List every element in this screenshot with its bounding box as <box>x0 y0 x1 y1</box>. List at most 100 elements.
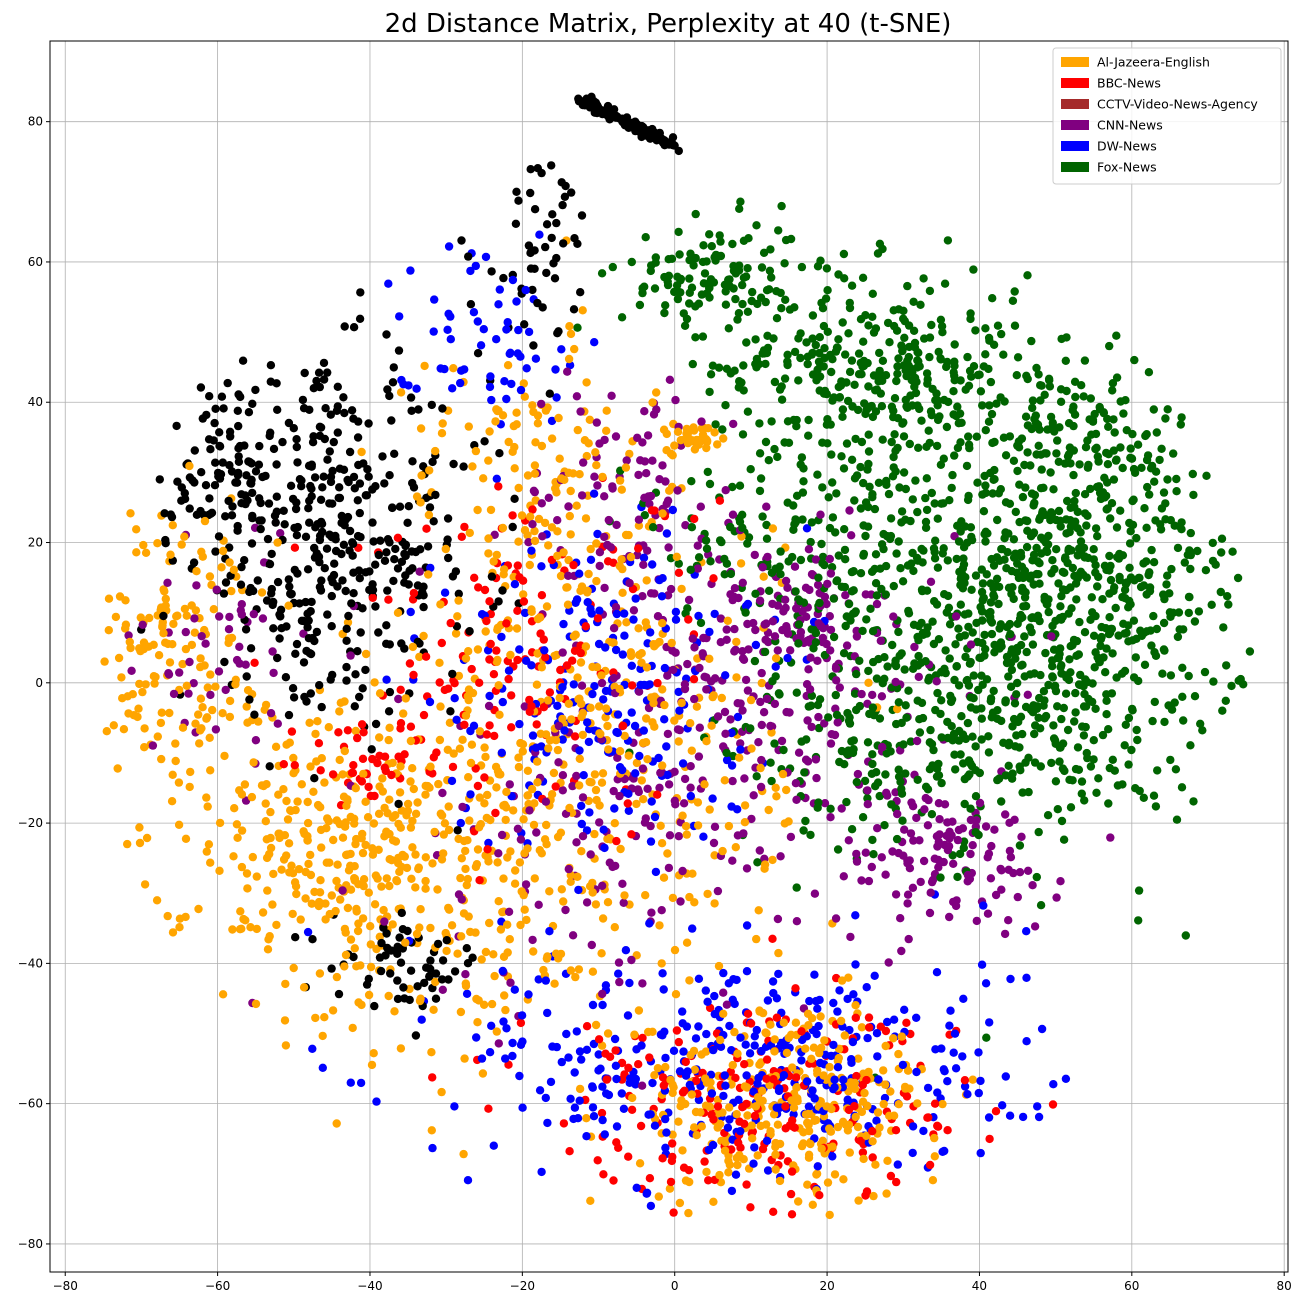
scatter-point <box>145 613 154 623</box>
scatter-point <box>1014 717 1023 727</box>
scatter-point <box>797 1027 806 1036</box>
scatter-point <box>797 453 807 462</box>
scatter-point <box>1073 551 1083 560</box>
scatter-point <box>352 962 361 971</box>
scatter-point <box>773 914 783 924</box>
scatter-point <box>899 306 908 315</box>
scatter-point <box>930 1152 939 1161</box>
scatter-point <box>833 1063 843 1072</box>
scatter-point <box>316 876 325 885</box>
scatter-point <box>526 512 535 521</box>
scatter-point <box>280 1016 290 1025</box>
scatter-point <box>889 321 899 331</box>
scatter-point <box>971 742 980 751</box>
scatter-point <box>114 653 124 663</box>
scatter-point <box>570 1068 579 1077</box>
scatter-point <box>271 742 281 751</box>
scatter-point <box>867 769 877 778</box>
scatter-point <box>1188 469 1198 479</box>
scatter-point <box>832 710 842 720</box>
scatter-point <box>1216 587 1226 597</box>
scatter-point <box>777 304 786 313</box>
scatter-point <box>434 779 443 789</box>
scatter-point <box>165 708 174 718</box>
scatter-point <box>1129 464 1139 474</box>
scatter-point <box>723 1123 733 1132</box>
scatter-point <box>772 994 782 1003</box>
scatter-point <box>933 688 942 698</box>
scatter-point <box>841 621 850 631</box>
scatter-point <box>772 314 782 323</box>
scatter-point <box>904 686 913 695</box>
scatter-point <box>449 364 458 373</box>
scatter-point <box>704 1145 714 1155</box>
scatter-point <box>886 1171 896 1181</box>
scatter-point <box>536 629 545 638</box>
scatter-point <box>1160 717 1169 727</box>
scatter-point <box>652 640 661 649</box>
scatter-point <box>702 443 711 453</box>
scatter-point <box>661 1062 670 1072</box>
scatter-point <box>634 1006 644 1015</box>
scatter-point <box>157 708 166 717</box>
scatter-point <box>400 578 409 587</box>
scatter-point <box>986 874 996 883</box>
scatter-point <box>503 361 513 370</box>
scatter-point <box>1052 449 1061 458</box>
scatter-point <box>234 390 243 399</box>
scatter-point <box>297 482 306 491</box>
scatter-point <box>762 1074 771 1084</box>
scatter-point <box>215 866 224 875</box>
scatter-point <box>225 712 235 722</box>
scatter-point <box>595 818 604 827</box>
scatter-point <box>310 774 319 783</box>
scatter-point <box>730 584 740 593</box>
scatter-point <box>271 518 280 527</box>
scatter-point <box>806 537 815 547</box>
scatter-point <box>700 780 709 789</box>
scatter-point <box>842 797 851 807</box>
scatter-point <box>925 738 934 747</box>
scatter-point <box>510 879 520 888</box>
scatter-point <box>844 329 853 338</box>
scatter-point <box>201 639 210 648</box>
scatter-point <box>926 407 936 416</box>
scatter-point <box>364 888 373 897</box>
scatter-point <box>648 560 657 569</box>
scatter-point <box>1043 811 1053 820</box>
scatter-point <box>742 1071 751 1080</box>
scatter-point <box>710 991 719 1001</box>
scatter-point <box>901 484 910 494</box>
scatter-point <box>690 445 700 454</box>
scatter-point <box>746 1203 755 1212</box>
scatter-point <box>315 382 324 392</box>
scatter-point <box>514 483 523 493</box>
scatter-point <box>968 732 977 741</box>
scatter-point <box>1031 721 1040 730</box>
scatter-point <box>424 510 434 520</box>
scatter-point <box>206 670 215 679</box>
scatter-point <box>639 726 648 735</box>
scatter-point <box>267 584 276 594</box>
scatter-point <box>710 851 719 860</box>
scatter-point <box>868 493 877 502</box>
scatter-point <box>514 196 523 205</box>
scatter-point <box>850 474 860 483</box>
scatter-point <box>977 714 986 723</box>
scatter-point <box>368 850 378 859</box>
scatter-point <box>598 1115 607 1125</box>
scatter-point <box>522 364 531 373</box>
scatter-point <box>1189 490 1198 500</box>
scatter-point <box>279 785 288 794</box>
scatter-point <box>566 1094 575 1104</box>
scatter-point <box>658 461 667 470</box>
scatter-point <box>933 842 942 851</box>
scatter-point <box>1108 386 1117 395</box>
scatter-point <box>333 428 342 437</box>
scatter-point <box>665 486 674 495</box>
scatter-point <box>779 1018 788 1027</box>
scatter-point <box>875 714 885 723</box>
scatter-point <box>1186 741 1195 750</box>
scatter-point <box>273 653 282 663</box>
scatter-point <box>925 908 935 918</box>
